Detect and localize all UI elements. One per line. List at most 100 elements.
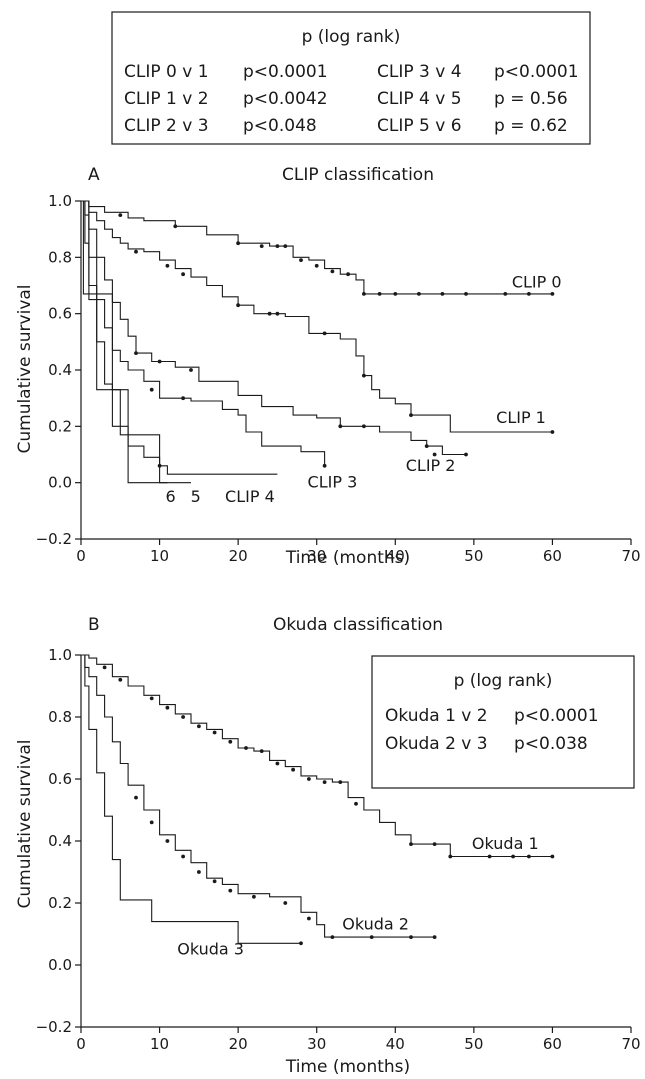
clip-series-clip-1-censor-point — [181, 272, 186, 277]
okuda-x-tick-label: 40 — [386, 1035, 405, 1053]
clip-series-clip-1-censor-point — [236, 303, 241, 308]
clip-series-clip-2-label: CLIP 2 — [406, 456, 456, 475]
okuda-series-okuda-1-censor-point — [228, 739, 233, 744]
okuda-series-okuda-2-censor-point — [432, 935, 437, 939]
clip-series-clip-2-censor-point — [432, 452, 437, 457]
clip-series-clip-2-censor-point — [157, 359, 162, 364]
okuda-y-tick-label: 1.0 — [48, 646, 72, 664]
okuda-y-tick-label: 0.2 — [48, 894, 72, 912]
clip-series-clip-2-line — [81, 200, 466, 456]
okuda-series-okuda-1-censor-point — [354, 801, 358, 806]
clip-y-axis-title: Cumulative survival — [15, 284, 35, 453]
clip-series-clip-0-censor-point — [314, 263, 319, 268]
clip-series-clip-3-censor-point — [181, 396, 186, 401]
clip-series-clip-0-censor-point — [393, 292, 398, 296]
pvalue-row-value: p<0.0042 — [243, 89, 328, 109]
clip-y-tick-label: −0.2 — [36, 530, 72, 548]
clip-x-tick-label: 50 — [464, 547, 483, 565]
okuda-series-okuda-2-censor-point — [197, 870, 201, 874]
okuda-series-okuda-1-censor-point — [165, 705, 170, 710]
pvalue-row-value: p = 0.56 — [494, 89, 568, 109]
clip-series-clip-0-censor-point — [362, 292, 366, 296]
clip-series-clip-1-censor-point — [550, 430, 555, 434]
okuda-series-okuda-1-censor-point — [448, 854, 453, 859]
okuda-series-okuda-1-censor-point — [259, 749, 264, 753]
clip-series-clip-1-line — [81, 200, 553, 433]
panel-letter-b: B — [88, 615, 100, 635]
okuda-series-okuda-2-censor-point — [134, 795, 138, 800]
pvalue-row-value: p<0.0001 — [243, 62, 328, 82]
clip-x-tick-label: 10 — [150, 547, 169, 565]
pvalue-row-label: CLIP 1 v 2 — [124, 89, 209, 109]
pvalue-row-label: CLIP 2 v 3 — [124, 116, 209, 136]
okuda-y-tick-label: 0.8 — [48, 708, 72, 726]
okuda-series-okuda-1-censor-point — [244, 746, 248, 750]
pvalue-row-value: p = 0.62 — [494, 116, 568, 136]
clip-pvalue-box-title: p (log rank) — [302, 27, 401, 47]
panel-letter-a: A — [88, 165, 100, 185]
okuda-series-okuda-1-censor-point — [432, 842, 437, 846]
okuda-series-okuda-1-censor-point — [275, 761, 280, 766]
okuda-pvalue-box: p (log rank) Okuda 1 v 2 p<0.0001 Okuda … — [371, 655, 635, 789]
okuda-series-okuda-1-label: Okuda 1 — [472, 834, 539, 853]
okuda-x-tick-label: 60 — [543, 1035, 562, 1053]
clip-series-clip-0-censor-point — [527, 292, 531, 296]
pvalue-row-value: p<0.0001 — [514, 706, 599, 726]
pvalue-row-label: CLIP 3 v 4 — [377, 62, 462, 82]
clip-series-clip-0-label: CLIP 0 — [512, 273, 562, 292]
clip-series-clip-0-censor-point — [236, 241, 241, 246]
clip-series-6-label: 6 — [166, 487, 176, 506]
clip-series-clip-0-censor-point — [440, 292, 445, 296]
okuda-series-okuda-2-censor-point — [149, 820, 154, 825]
clip-pvalue-box-frame — [111, 11, 591, 145]
okuda-series-okuda-2-censor-point — [165, 839, 170, 843]
pvalue-row-label: CLIP 5 v 6 — [377, 116, 462, 136]
clip-series-clip-0-censor-point — [464, 292, 468, 296]
clip-series-clip-3-label: CLIP 3 — [308, 473, 358, 492]
okuda-y-tick-label: −0.2 — [36, 1018, 72, 1036]
okuda-series-okuda-1-censor-point — [511, 854, 515, 859]
okuda-pvalue-box-frame — [371, 655, 635, 789]
okuda-series-okuda-1-censor-point — [307, 777, 311, 781]
clip-series-clip-2-censor-point — [189, 368, 193, 372]
okuda-x-tick-label: 10 — [150, 1035, 169, 1053]
okuda-series-okuda-1-censor-point — [197, 724, 201, 729]
clip-x-tick-label: 20 — [229, 547, 248, 565]
clip-series-clip-1-censor-point — [134, 249, 138, 254]
clip-chart-title: CLIP classification — [282, 165, 434, 185]
okuda-x-axis-title: Time (months) — [285, 1057, 410, 1077]
clip-series-clip-0-censor-point — [550, 292, 555, 296]
clip-x-tick-label: 40 — [386, 547, 405, 565]
clip-series-clip-1-censor-point — [267, 311, 272, 316]
okuda-x-tick-label: 20 — [229, 1035, 248, 1053]
clip-series-clip-0-censor-point — [377, 292, 382, 296]
okuda-series-okuda-2-line — [81, 654, 435, 938]
clip-series-clip-2-censor-point — [464, 452, 468, 457]
clip-y-tick-label: 0.2 — [48, 417, 72, 435]
clip-series-clip-0-censor-point — [275, 244, 280, 249]
clip-series-clip-3-line — [81, 200, 326, 466]
clip-series-clip-1-label: CLIP 1 — [496, 408, 546, 427]
okuda-series-okuda-1-censor-point — [322, 780, 327, 784]
clip-y-tick-label: 0.6 — [48, 305, 72, 323]
clip-series-clip-0-censor-point — [299, 258, 303, 262]
okuda-series-okuda-1-censor-point — [118, 677, 123, 682]
pvalue-row-value: p<0.0001 — [494, 62, 579, 82]
clip-series-clip-1-censor-point — [322, 331, 327, 336]
clip-series-6-line — [81, 200, 168, 484]
okuda-series-okuda-3-line — [81, 654, 301, 944]
okuda-x-tick-label: 50 — [464, 1035, 483, 1053]
clip-survival-chart: A CLIP classification Time (months) Cumu… — [15, 165, 641, 568]
okuda-y-axis-title: Cumulative survival — [15, 739, 35, 908]
clip-series-clip-4-label: CLIP 4 — [225, 487, 275, 506]
okuda-series-okuda-2-censor-point — [228, 888, 233, 893]
clip-series-clip-3-censor-point — [149, 387, 154, 392]
clip-series-clip-0-censor-point — [259, 244, 264, 249]
okuda-series-okuda-1-censor-point — [409, 842, 413, 846]
clip-pvalue-box: p (log rank) CLIP 0 v 1 p<0.0001 CLIP 3 … — [111, 11, 591, 145]
clip-y-tick-label: 0.8 — [48, 248, 72, 266]
clip-series-clip-0-censor-point — [283, 244, 288, 249]
clip-y-tick-label: 1.0 — [48, 192, 72, 210]
okuda-y-tick-label: 0.4 — [48, 832, 72, 850]
